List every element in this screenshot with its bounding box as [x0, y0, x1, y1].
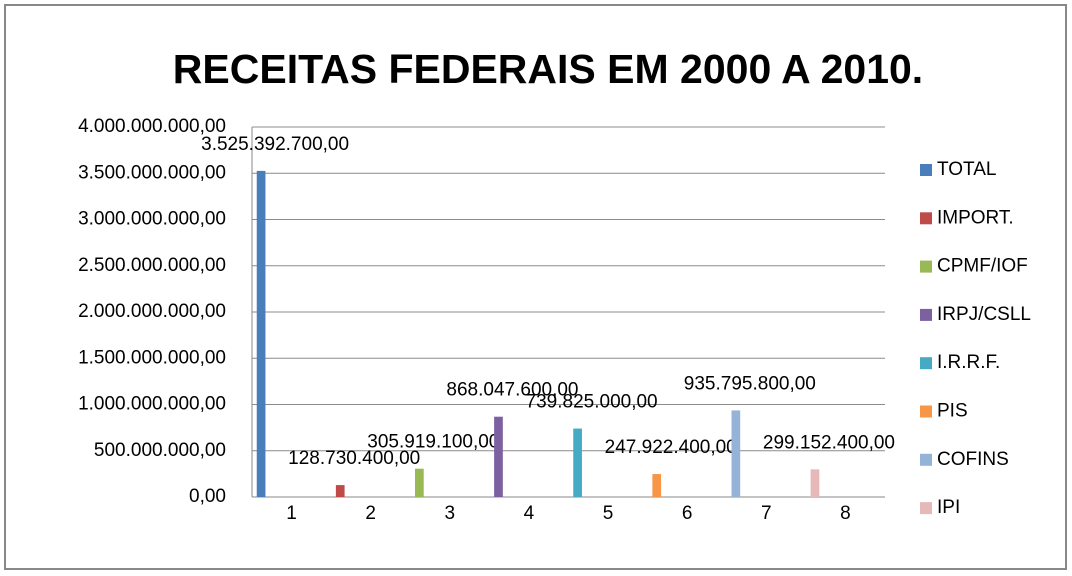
data-label: 305.919.100,00: [367, 432, 499, 453]
bar: [573, 428, 582, 497]
data-label: 3.525.392.700,00: [201, 134, 349, 155]
x-tick-label: 3: [445, 503, 456, 524]
chart-title: RECEITAS FEDERAIS EM 2000 A 2010.: [173, 46, 923, 92]
legend-swatch: [920, 212, 932, 225]
x-tick-label: 1: [286, 503, 297, 524]
y-tick-label: 1.500.000.000,00: [78, 347, 226, 368]
data-label: 739.825.000,00: [526, 392, 658, 413]
legend-label: IRPJ/CSLL: [937, 304, 1031, 325]
x-tick-label: 2: [365, 503, 376, 524]
legend-label: COFINS: [937, 449, 1009, 470]
legend-swatch: [920, 164, 932, 176]
y-tick-label: 3.000.000.000,00: [78, 209, 226, 230]
legend-label: PIS: [937, 401, 968, 422]
bar: [494, 416, 503, 497]
data-label: 868.047.600,00: [446, 380, 578, 401]
y-tick-label: 3.500.000.000,00: [78, 162, 226, 183]
legend-swatch: [920, 453, 932, 466]
data-label: 299.152.400,00: [763, 432, 895, 453]
chart-frame: [4, 4, 1067, 570]
legend-swatch: [920, 405, 932, 418]
y-tick-label: 0,00: [189, 486, 226, 507]
legend-label: IPI: [937, 497, 960, 518]
x-tick-label: 5: [603, 503, 614, 524]
bar: [414, 468, 424, 497]
legend-label: IMPORT.: [937, 207, 1014, 228]
y-tick-label: 4.000.000.000,00: [78, 116, 226, 137]
legend-swatch: [920, 357, 932, 370]
data-label: 128.730.400,00: [288, 448, 420, 469]
legend-swatch: [920, 260, 932, 273]
legend-label: I.R.R.F.: [937, 352, 1000, 373]
x-tick-label: 6: [682, 503, 693, 524]
y-tick-label: 2.500.000.000,00: [78, 255, 226, 276]
legend-swatch: [920, 308, 932, 321]
bar: [256, 170, 266, 497]
legend-label: TOTAL: [937, 159, 996, 180]
bar: [335, 485, 345, 497]
data-label: 935.795.800,00: [684, 373, 816, 394]
x-tick-label: 4: [524, 503, 535, 524]
x-tick-label: 8: [840, 503, 851, 524]
data-label: 247.922.400,00: [605, 437, 737, 458]
y-tick-label: 1.000.000.000,00: [78, 394, 226, 415]
legend-swatch: [920, 502, 932, 515]
bar: [810, 469, 820, 497]
bar: [652, 474, 662, 497]
x-tick-label: 7: [761, 503, 772, 524]
y-tick-label: 2.000.000.000,00: [78, 301, 226, 322]
legend-label: CPMF/IOF: [937, 256, 1028, 277]
y-tick-label: 500.000.000,00: [94, 440, 226, 461]
bar: [731, 410, 741, 497]
